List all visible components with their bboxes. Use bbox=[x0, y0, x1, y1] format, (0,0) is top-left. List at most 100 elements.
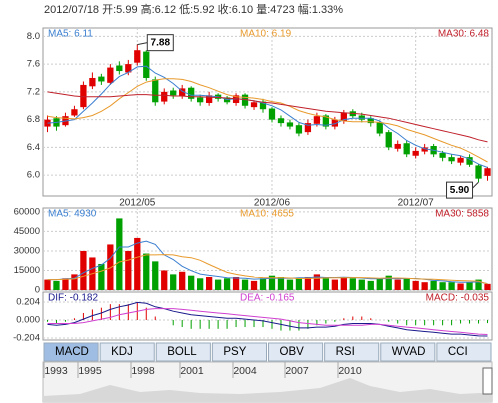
ma-line bbox=[47, 91, 488, 143]
y-tick-label: -0.204 bbox=[13, 332, 40, 343]
y-tick-label: 15000 bbox=[14, 265, 40, 276]
tab[interactable] bbox=[324, 342, 380, 362]
candle-body bbox=[439, 152, 446, 158]
year-label: 1998 bbox=[131, 365, 155, 377]
annotation-box bbox=[146, 34, 174, 52]
candle-body bbox=[277, 118, 285, 124]
candle-body bbox=[313, 116, 321, 124]
candle-body bbox=[250, 102, 258, 108]
header: 2012/07/18 开:5.99 高:6.12 低:5.92 收:6.10 量… bbox=[44, 2, 343, 16]
candle-body bbox=[268, 108, 276, 120]
tab-label: RSI bbox=[336, 346, 355, 358]
volume-bar bbox=[403, 278, 410, 290]
legend-entry: MA30: 5858 bbox=[435, 209, 489, 220]
year-label: 2004 bbox=[233, 365, 257, 377]
y-tick-label: 6.8 bbox=[27, 114, 40, 125]
volume-bar bbox=[241, 279, 249, 290]
volume-bar bbox=[313, 274, 321, 290]
volume-bar bbox=[304, 276, 312, 290]
panel bbox=[42, 27, 493, 197]
tab-label: MACD bbox=[55, 346, 89, 358]
y-tick-label: 6.0 bbox=[27, 170, 40, 181]
legend-entry: MA10: 6.19 bbox=[240, 29, 292, 40]
y-tick-label: 45000 bbox=[14, 226, 40, 237]
tab[interactable] bbox=[99, 342, 155, 362]
tab[interactable] bbox=[380, 342, 436, 362]
volume-bar bbox=[331, 279, 338, 290]
candle-body bbox=[98, 76, 105, 82]
tab[interactable] bbox=[211, 342, 267, 362]
candle-body bbox=[134, 50, 141, 63]
candle-body bbox=[340, 112, 347, 122]
candle-body bbox=[107, 67, 114, 83]
volume-bar bbox=[268, 275, 276, 290]
timeline-handle[interactable] bbox=[482, 367, 493, 395]
candle-body bbox=[295, 125, 303, 134]
annotation: 7.88 bbox=[151, 37, 171, 48]
x-tick-label: 2012/06 bbox=[254, 198, 291, 209]
tab[interactable] bbox=[436, 342, 492, 362]
candle-body bbox=[484, 168, 491, 176]
legend-entry: DEA: -0.165 bbox=[240, 293, 295, 304]
volume-bar bbox=[295, 278, 303, 290]
volume-bar bbox=[250, 280, 258, 290]
volume-bar bbox=[161, 270, 168, 290]
candle-body bbox=[71, 109, 78, 116]
y-tick-label: 30000 bbox=[14, 245, 40, 256]
year-label: 2001 bbox=[180, 365, 204, 377]
candle-body bbox=[152, 79, 159, 103]
volume-bar bbox=[475, 279, 482, 290]
candle-body bbox=[304, 123, 312, 133]
tab[interactable] bbox=[268, 342, 324, 362]
volume-bar bbox=[116, 218, 123, 290]
tab-label: PSY bbox=[223, 346, 246, 358]
candle-body bbox=[80, 84, 87, 108]
candle-body bbox=[125, 64, 132, 73]
candle-body bbox=[170, 90, 177, 96]
legend-entry: MA5: 6.11 bbox=[48, 29, 93, 40]
y-tick-label: 60000 bbox=[14, 206, 40, 217]
year-label: 2010 bbox=[338, 365, 362, 377]
annotation-line bbox=[137, 42, 148, 46]
volume-bar bbox=[286, 279, 294, 290]
tab-label: CCI bbox=[448, 346, 468, 358]
candle-body bbox=[259, 101, 267, 110]
volume-bar bbox=[107, 244, 114, 290]
volume-bar bbox=[340, 276, 347, 290]
y-tick-label: 0.000 bbox=[16, 315, 40, 326]
volume-bar bbox=[349, 278, 356, 290]
candle-body bbox=[421, 147, 428, 152]
tab[interactable] bbox=[155, 342, 211, 362]
tab[interactable] bbox=[43, 342, 99, 362]
y-tick-label: 0 bbox=[35, 285, 40, 296]
year-label: 1993 bbox=[44, 365, 68, 377]
candle-body bbox=[143, 51, 150, 78]
candle-body bbox=[44, 119, 51, 127]
volume-bar bbox=[125, 250, 132, 290]
ma-line bbox=[47, 78, 488, 163]
candle-body bbox=[403, 143, 410, 155]
candle-body bbox=[376, 122, 383, 134]
annotation-box bbox=[446, 181, 474, 199]
legend-entry: DIF: -0.182 bbox=[48, 293, 98, 304]
candle-body bbox=[197, 97, 204, 103]
volume-bar bbox=[71, 274, 78, 290]
volume-bar bbox=[376, 278, 383, 290]
volume-bar bbox=[484, 283, 491, 290]
candle-body bbox=[89, 77, 96, 87]
tab-label: WVAD bbox=[392, 346, 426, 358]
volume-bar bbox=[385, 275, 392, 290]
ma-line bbox=[47, 301, 488, 337]
volume-bar bbox=[214, 279, 222, 290]
ma-line bbox=[47, 308, 488, 335]
volume-bar bbox=[457, 283, 464, 290]
annotation: 5.90 bbox=[450, 185, 470, 196]
volume-bar bbox=[44, 279, 51, 290]
volume-bar bbox=[143, 253, 150, 290]
volume-bar bbox=[394, 279, 401, 290]
candle-body bbox=[179, 88, 186, 97]
y-tick-label: 8.0 bbox=[27, 31, 40, 42]
candle-body bbox=[188, 87, 195, 99]
volume-bar bbox=[259, 278, 267, 290]
y-tick-label: 6.4 bbox=[27, 142, 40, 153]
